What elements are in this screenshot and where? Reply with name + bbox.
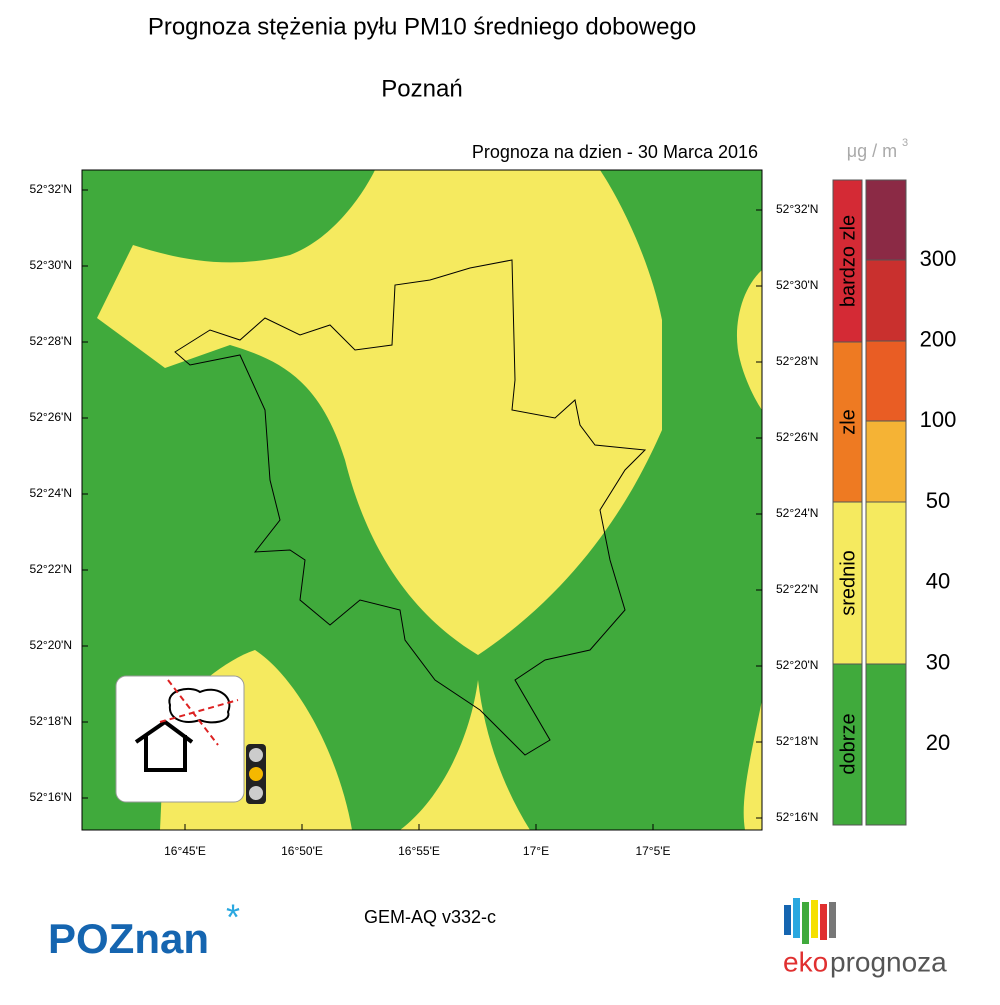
light — [249, 786, 263, 800]
logo-bar — [829, 902, 836, 938]
logo-bar — [793, 898, 800, 938]
scale-band — [865, 259, 907, 342]
cloud — [168, 687, 231, 724]
lon-label: 16°55'E — [398, 844, 440, 858]
category-band — [832, 341, 863, 503]
scale-band — [865, 501, 907, 665]
lon-label: 17°E — [523, 844, 549, 858]
lat-label: 52°22'N — [776, 582, 818, 596]
scale-label: 20 — [926, 730, 950, 755]
scale-band — [865, 663, 907, 826]
scale-label: 200 — [920, 327, 957, 352]
unit: μg / m — [847, 141, 897, 161]
lat-label: 52°18'N — [776, 734, 818, 748]
model-label: GEM-AQ v332-c — [364, 907, 496, 927]
lat-label: 52°32'N — [776, 202, 818, 216]
light — [249, 748, 263, 762]
lat-label: 52°20'N — [776, 658, 818, 672]
lat-label: 52°20'N — [30, 638, 72, 652]
cross — [159, 679, 239, 746]
scale-band — [865, 179, 907, 261]
map — [81, 169, 763, 831]
logo-bar — [802, 902, 809, 944]
subtitle: Poznań — [381, 75, 462, 102]
lat-label: 52°26'N — [776, 430, 818, 444]
lon-label: 16°45'E — [164, 844, 206, 858]
zone-yellow — [400, 680, 530, 830]
forecast-date: Prognoza na dzien - 30 Marca 2016 — [472, 142, 758, 162]
lon-label: 17°5'E — [635, 844, 670, 858]
lat-label: 52°18'N — [30, 714, 72, 728]
lat-label: 52°30'N — [30, 258, 72, 272]
logo-bar — [820, 904, 827, 940]
scale-label: 300 — [920, 246, 957, 271]
light — [249, 767, 263, 781]
category-band — [832, 663, 863, 826]
scale-label: 40 — [926, 569, 950, 594]
unit-exponent: 3 — [902, 137, 908, 149]
category-band — [832, 179, 863, 343]
logo-ekoprognoza: eko prognoza — [783, 898, 947, 977]
zone-yellow — [743, 700, 762, 830]
category-label: bardzo zle — [837, 215, 859, 307]
category-label: zle — [837, 409, 859, 435]
lat-label: 52°24'N — [776, 506, 818, 520]
lat-label: 52°30'N — [776, 278, 818, 292]
scale-label: 100 — [920, 407, 957, 432]
scale-band — [865, 340, 907, 422]
map-frame — [81, 169, 763, 831]
logo-star: * — [226, 897, 240, 938]
scale-label: 50 — [926, 488, 950, 513]
lat-label: 52°16'N — [30, 790, 72, 804]
category-label: srednio — [837, 550, 859, 616]
house — [134, 719, 194, 772]
lon-label: 16°50'E — [281, 844, 323, 858]
category-label: dobrze — [837, 713, 859, 774]
lat-label: 52°32'N — [30, 182, 72, 196]
lat-label: 52°16'N — [776, 810, 818, 824]
lat-label: 52°22'N — [30, 562, 72, 576]
title: Prognoza stężenia pyłu PM10 średniego do… — [148, 13, 696, 40]
zone-yellow — [736, 270, 762, 410]
lat-label: 52°28'N — [30, 334, 72, 348]
lat-label: 52°24'N — [30, 486, 72, 500]
icon — [115, 675, 266, 804]
category-band — [832, 501, 863, 665]
scale-label: 30 — [926, 649, 950, 674]
logo-bar — [811, 900, 818, 938]
lat-label: 52°28'N — [776, 354, 818, 368]
legend: μg / m 3 — [832, 137, 908, 826]
logo-text: POZnan — [48, 915, 209, 962]
scale-band — [865, 420, 907, 503]
zone-yellow — [97, 170, 662, 655]
logo-bar — [784, 905, 791, 935]
logo-prognoza: prognoza — [830, 946, 947, 977]
lat-label: 52°26'N — [30, 410, 72, 424]
logo-eko: eko — [783, 946, 828, 977]
logo-poznan: POZnan * — [48, 897, 240, 963]
city-boundary — [174, 259, 647, 756]
